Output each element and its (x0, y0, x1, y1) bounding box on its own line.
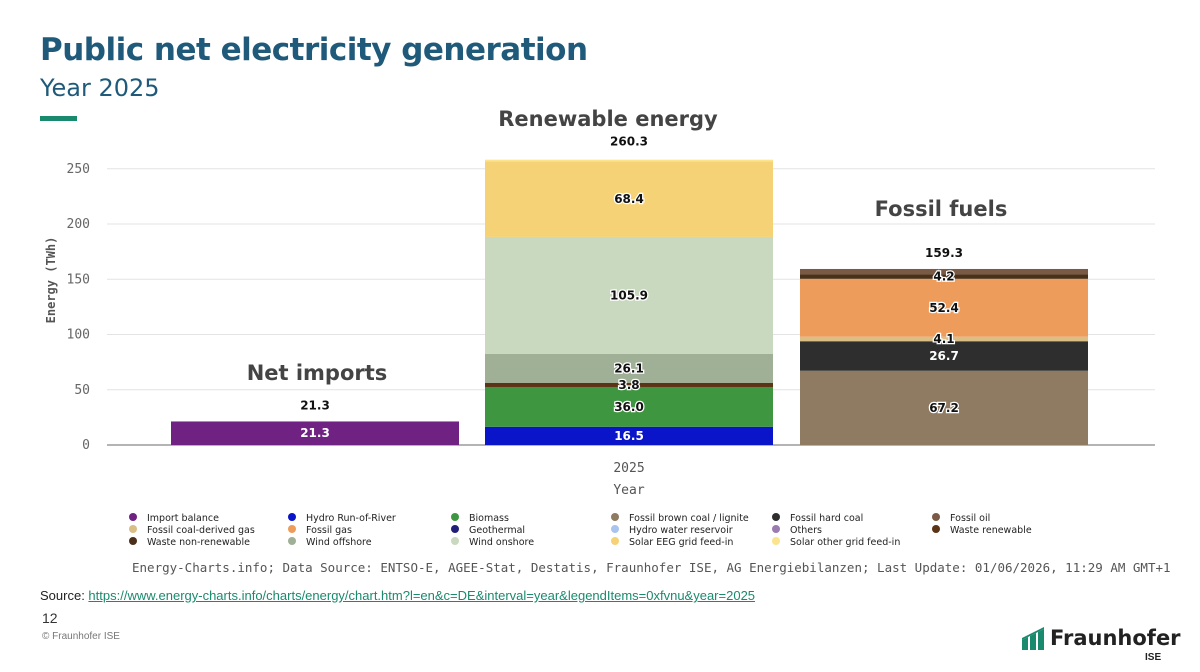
y-tick-label: 200 (67, 217, 90, 232)
legend-swatch (772, 537, 780, 545)
legend-item[interactable]: Fossil coal-derived gas (147, 525, 255, 536)
legend-item[interactable]: Hydro Run-of-River (306, 513, 396, 524)
bar-segment[interactable] (485, 236, 773, 354)
data-label: 4.1 (933, 332, 954, 346)
bar-segment[interactable] (800, 278, 1088, 337)
y-axis-ticks: 0 50 100 150 200 250 (67, 162, 90, 453)
bar-segment[interactable] (800, 268, 1088, 275)
fraunhofer-logo: Fraunhofer ISE (1020, 624, 1181, 668)
category-title: Fossil fuels (875, 197, 1008, 221)
legend-item[interactable]: Waste renewable (950, 525, 1032, 536)
bar-segment[interactable] (171, 421, 459, 445)
source-link[interactable]: https://www.energy-charts.info/charts/en… (88, 588, 756, 603)
bar-segment[interactable] (800, 336, 1088, 342)
data-label: 21.3 (300, 426, 330, 440)
legend-swatch (451, 525, 459, 533)
legend-item[interactable]: Import balance (147, 513, 219, 524)
legend-item[interactable]: Fossil gas (306, 525, 352, 536)
legend-item[interactable]: Fossil oil (950, 513, 990, 524)
bar-segment[interactable] (485, 159, 773, 162)
bar-segment[interactable] (485, 161, 773, 237)
legend-swatch (932, 525, 940, 533)
legend-item[interactable]: Solar EEG grid feed-in (629, 537, 733, 548)
y-tick-label: 100 (67, 328, 90, 343)
legend-item[interactable]: Waste non-renewable (147, 537, 250, 548)
legend-swatch (129, 525, 137, 533)
data-label: 105.9 (610, 288, 648, 302)
bar-segment[interactable] (485, 426, 773, 445)
data-label: 68.4 (614, 192, 644, 206)
bar-segment[interactable] (800, 341, 1088, 371)
y-tick-label: 250 (67, 162, 90, 177)
legend-swatch (451, 537, 459, 545)
source-line: Source: https://www.energy-charts.info/c… (40, 588, 755, 603)
y-tick-label: 50 (74, 383, 90, 398)
legend-item[interactable]: Others (790, 525, 822, 536)
legend-swatch (611, 525, 619, 533)
fraunhofer-logo-icon (1022, 627, 1044, 650)
legend-swatch (772, 525, 780, 533)
page-title: Public net electricity generation (40, 32, 588, 68)
legend-swatch (932, 513, 940, 521)
accent-divider (40, 116, 77, 121)
legend-item[interactable]: Fossil hard coal (790, 513, 863, 524)
total-label: 159.3 (925, 246, 963, 260)
source-label: Source: (40, 588, 89, 603)
legend-item[interactable]: Wind onshore (469, 537, 534, 548)
data-label: 26.7 (929, 349, 959, 363)
bar-segment[interactable] (485, 353, 773, 383)
energy-chart: 0 50 100 150 200 250 21.3 21.3 Net imports 16.5 3… (44, 107, 1171, 575)
legend-swatch (129, 537, 137, 545)
category-title: Net imports (247, 361, 388, 385)
legend-item[interactable]: Wind offshore (306, 537, 372, 548)
bar-segment[interactable] (800, 274, 1088, 279)
data-label: 4.2 (933, 269, 954, 283)
logo-sub: ISE (1145, 652, 1162, 663)
legend-item[interactable]: Hydro water reservoir (629, 525, 733, 536)
x-tick-label: 2025 (613, 461, 644, 476)
bar-segment[interactable] (485, 386, 773, 427)
legend-swatch (288, 537, 296, 545)
category-title: Renewable energy (498, 107, 718, 131)
chart-legend: Import balance Hydro Run-of-River Biomass F… (129, 513, 1032, 548)
legend-swatch (611, 513, 619, 521)
x-axis-label: Year (613, 483, 644, 498)
y-tick-label: 150 (67, 272, 90, 287)
chart-labels: 21.3 21.3 Net imports 16.5 36.0 3.8 26.1 105.9 6… (247, 107, 1008, 443)
data-label: 26.1 (614, 361, 644, 375)
legend-swatch (611, 537, 619, 545)
y-axis-label: Energy (TWh) (44, 237, 58, 324)
data-label: 67.2 (929, 401, 959, 415)
data-label: 36.0 (614, 400, 644, 414)
legend-item[interactable]: Geothermal (469, 525, 525, 536)
total-label: 260.3 (610, 134, 648, 148)
y-tick-label: 0 (82, 438, 90, 453)
chart-bars (171, 159, 1088, 445)
copyright-text: © Fraunhofer ISE (42, 631, 120, 642)
legend-item[interactable]: Biomass (469, 513, 509, 524)
legend-swatch (772, 513, 780, 521)
legend-item[interactable]: Fossil brown coal / lignite (629, 513, 749, 524)
legend-swatch (288, 513, 296, 521)
data-label: 52.4 (929, 301, 959, 315)
data-label: 3.8 (618, 378, 639, 392)
total-label: 21.3 (300, 398, 330, 412)
bar-segment[interactable] (485, 382, 773, 387)
data-label: 16.5 (614, 429, 644, 443)
chart-source-note: Energy-Charts.info; Data Source: ENTSO-E… (132, 560, 1171, 575)
bar-segment[interactable] (800, 370, 1088, 445)
logo-wordmark: Fraunhofer (1050, 626, 1181, 650)
page-subtitle: Year 2025 (40, 74, 160, 102)
page-number: 12 (42, 610, 58, 626)
legend-swatch (129, 513, 137, 521)
legend-swatch (288, 525, 296, 533)
legend-item[interactable]: Solar other grid feed-in (790, 537, 900, 548)
legend-swatch (451, 513, 459, 521)
